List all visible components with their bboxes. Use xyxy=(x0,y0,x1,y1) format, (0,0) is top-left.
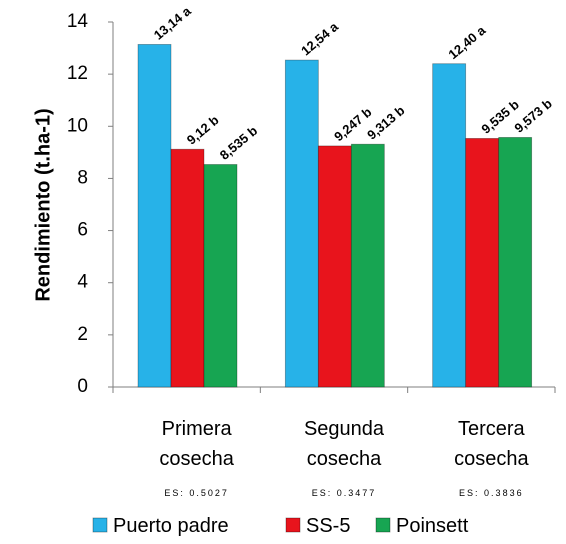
bar-value-label: 9,247 b xyxy=(331,104,374,144)
category-label: Primera xyxy=(162,418,233,440)
category-note: ES: 0.5027 xyxy=(164,488,229,498)
category-labels: Primera cosecha ES: 0.5027 Segunda cosecha ES… xyxy=(159,418,529,498)
legend-label: Puerto padre xyxy=(113,515,229,537)
legend-label: SS-5 xyxy=(306,515,350,537)
category-note: ES: 0.3836 xyxy=(459,488,524,498)
bar-value-label: 12,40 a xyxy=(445,22,488,62)
bar xyxy=(465,138,500,388)
legend-label: Poinsett xyxy=(396,515,469,537)
category-label: cosecha xyxy=(307,448,382,470)
legend: Puerto padre SS-5 Poinsett xyxy=(92,515,469,537)
y-tick-label: 4 xyxy=(77,272,88,293)
bar-value-label: 13,14 a xyxy=(151,3,194,43)
y-tick-label: 8 xyxy=(77,167,88,188)
axes: 0 2 4 6 8 10 12 14 xyxy=(67,11,556,397)
bar xyxy=(350,143,385,388)
category-note: ES: 0.3477 xyxy=(312,488,377,498)
legend-swatch xyxy=(375,517,391,533)
legend-swatch xyxy=(285,517,301,533)
y-tick-label: 10 xyxy=(67,115,88,136)
bar xyxy=(170,148,205,388)
legend-swatch xyxy=(92,517,108,533)
bar xyxy=(137,44,172,388)
bar-value-label: 8,535 b xyxy=(217,123,260,163)
bar xyxy=(498,137,533,388)
bar-value-label: 9,313 b xyxy=(364,103,407,143)
bar xyxy=(284,59,319,388)
bar xyxy=(432,63,467,388)
bar-value-label: 9,573 b xyxy=(511,96,554,136)
bar xyxy=(203,164,238,388)
y-tick-label: 0 xyxy=(77,376,88,397)
y-tick-label: 14 xyxy=(67,11,89,32)
category-label: cosecha xyxy=(454,448,529,470)
category-label: Segunda xyxy=(304,418,385,440)
category-label: Tercera xyxy=(458,418,526,440)
y-tick-label: 12 xyxy=(67,63,88,84)
y-axis-label: Rendimiento (t.ha-1) xyxy=(32,108,54,301)
bars xyxy=(137,44,533,388)
bar-value-label: 12,54 a xyxy=(298,18,341,58)
bar-value-label: 9,12 b xyxy=(184,112,222,147)
category-label: cosecha xyxy=(159,448,234,470)
bar-value-label: 9,535 b xyxy=(478,97,521,137)
y-tick-label: 6 xyxy=(77,220,88,241)
y-tick-label: 2 xyxy=(77,324,88,345)
bar xyxy=(317,145,352,388)
